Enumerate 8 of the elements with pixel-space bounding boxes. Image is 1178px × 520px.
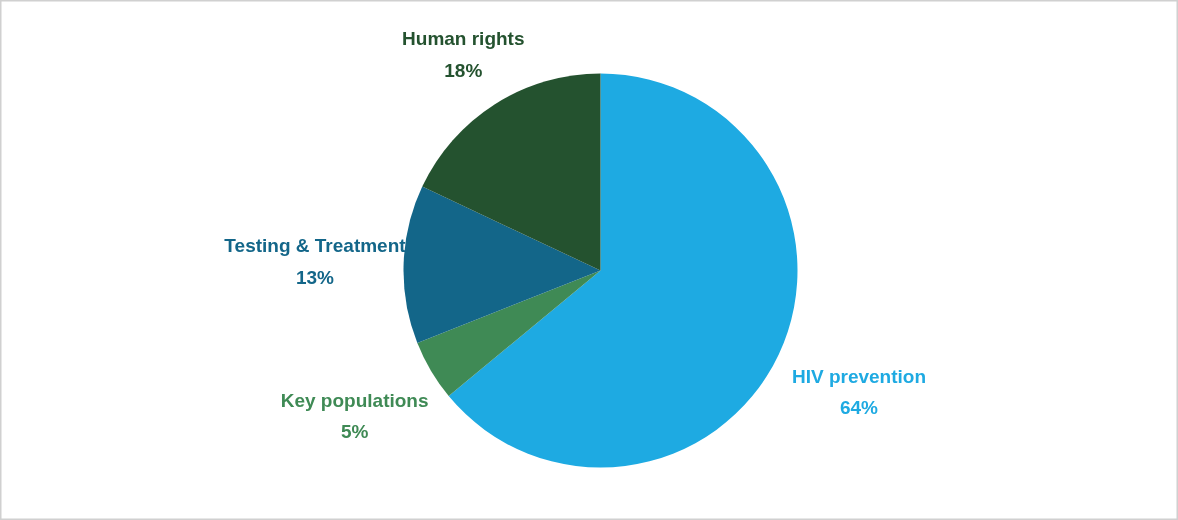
data-label: 64% xyxy=(839,397,879,419)
data-label: 5% xyxy=(340,421,369,443)
data-label: 18% xyxy=(444,59,483,81)
slice-label: HIV prevention xyxy=(791,365,926,387)
slice-label: Human rights xyxy=(402,28,525,50)
slice-label: Testing & Treatment xyxy=(224,235,407,257)
data-label: 13% xyxy=(295,266,335,288)
slice-label: Key populations xyxy=(280,389,429,411)
